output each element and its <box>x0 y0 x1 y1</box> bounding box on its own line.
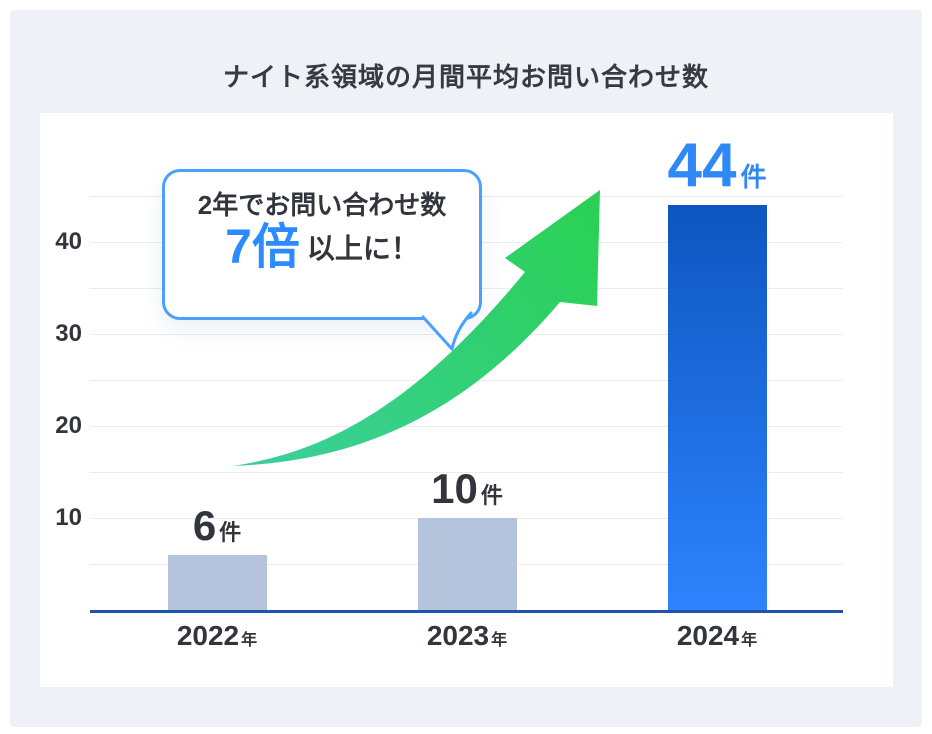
bar-2022 <box>168 555 267 610</box>
x-axis-label-2022: 2022 年 <box>177 620 257 652</box>
y-axis-tick-40: 40 <box>55 228 82 255</box>
bar-value-unit: 件 <box>219 520 242 545</box>
bar-value-number: 44 <box>667 131 737 200</box>
callout-line2: 7倍 以上に！ <box>165 220 479 275</box>
year-suffix: 年 <box>741 632 758 649</box>
year-suffix: 年 <box>241 632 258 649</box>
y-axis-tick-20: 20 <box>55 412 82 439</box>
bar-value-unit: 件 <box>480 483 503 508</box>
callout-line1: 2年でお問い合わせ数 <box>197 190 447 220</box>
bar-value-unit: 件 <box>740 162 767 192</box>
gridline <box>90 334 843 335</box>
year-text: 2024 <box>676 620 740 651</box>
bar-2024-highlight <box>668 205 767 610</box>
callout-suffix: 以上に！ <box>306 232 419 264</box>
chart-title: ナイト系領域の月間平均お問い合わせ数 <box>222 62 709 92</box>
bar-value-2023: 10 件 <box>431 468 503 510</box>
year-text: 2023 <box>426 620 490 651</box>
bar-2023 <box>418 518 517 610</box>
y-axis-tick-10: 10 <box>55 504 82 531</box>
x-axis-baseline <box>90 610 843 613</box>
bar-value-number: 10 <box>431 465 478 512</box>
callout-multiplier-highlight: 7倍 <box>225 220 300 274</box>
y-axis-tick-30: 30 <box>55 320 82 347</box>
year-suffix: 年 <box>491 632 508 649</box>
x-axis-label-2023: 2023 年 <box>427 620 507 652</box>
gridline <box>90 472 843 473</box>
speech-bubble-tail <box>421 311 473 351</box>
gridline <box>90 426 843 427</box>
callout-speech-bubble: 2年でお問い合わせ数 7倍 以上に！ <box>162 169 482 320</box>
x-axis-label-2024: 2024 年 <box>677 620 757 652</box>
year-text: 2022 <box>176 620 240 651</box>
growth-arrow <box>232 190 600 466</box>
bar-value-number: 6 <box>192 502 217 549</box>
bar-value-2024: 44 件 <box>668 135 767 197</box>
